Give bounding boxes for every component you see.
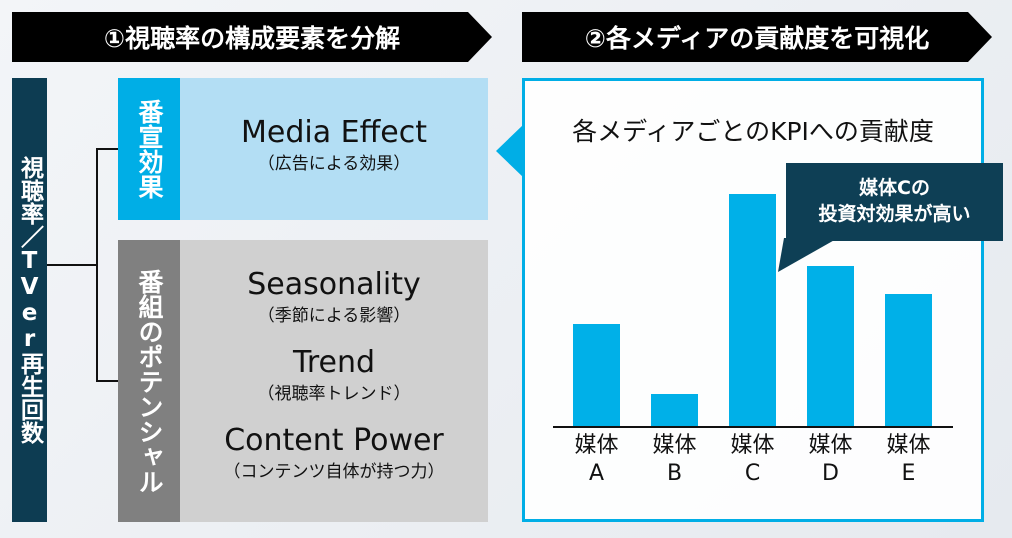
x-tick-line: 媒体 — [574, 433, 619, 458]
x-tick-line: A — [588, 460, 605, 486]
bar-0 — [573, 323, 620, 426]
x-tick-label: 媒体 B — [645, 432, 705, 487]
bar-3 — [807, 265, 854, 426]
bar-4 — [885, 293, 932, 426]
potential-item: Seasonality （季節による影響） — [180, 268, 488, 334]
item-title: Seasonality — [247, 267, 421, 302]
left-section-banner: ①視聴率の構成要素を分解 — [12, 12, 492, 62]
potential-side-text: 番組のポテンシャル — [135, 268, 164, 494]
right-section-banner: ②各メディアの貢献度を可視化 — [522, 12, 992, 62]
connector — [47, 264, 97, 266]
potential-side-label: 番組のポテンシャル — [118, 240, 180, 522]
callout-annotation: 媒体Cの 投資対効果が高い — [786, 163, 1003, 241]
potential-item: Content Power （コンテンツ自体が持つ力） — [180, 424, 488, 490]
chart-title: 各メディアごとのKPIへの貢献度 — [572, 117, 934, 146]
media-side-text: 番宣効果 — [135, 99, 164, 199]
right-banner-text: ②各メディアの貢献度を可視化 — [584, 24, 930, 53]
x-tick-line: 媒体 — [808, 433, 853, 458]
potential-box: 番組のポテンシャル Seasonality （季節による影響） Trend （視聴率… — [118, 240, 488, 522]
x-tick-line: 媒体 — [886, 433, 931, 458]
media-effect-box: 番宣効果 Media Effect （広告による効果） — [118, 78, 488, 220]
x-tick-label: 媒体 D — [801, 432, 861, 487]
bar-2 — [729, 194, 776, 426]
left-banner-text: ①視聴率の構成要素を分解 — [103, 24, 401, 53]
media-subtitle: （広告による効果） — [257, 154, 411, 174]
item-title: Trend — [292, 345, 376, 380]
potential-item: Trend （視聴率トレンド） — [180, 346, 488, 412]
media-content: Media Effect （広告による効果） — [180, 78, 488, 220]
x-tick-line: 媒体 — [730, 433, 775, 458]
pointer-arrow-icon — [496, 124, 524, 178]
media-title: Media Effect — [241, 115, 427, 150]
callout-line: 媒体Cの — [859, 177, 930, 200]
root-label-column: 視聴率／TVer再生回数 — [12, 78, 47, 522]
x-tick-label: 媒体 E — [879, 432, 939, 487]
connector — [96, 380, 118, 382]
x-tick-line: B — [666, 460, 683, 486]
bar-1 — [651, 393, 698, 426]
item-subtitle: （コンテンツ自体が持つ力） — [223, 462, 445, 482]
item-title: Content Power — [224, 423, 444, 458]
x-tick-line: D — [822, 460, 839, 486]
x-tick-line: E — [901, 460, 916, 486]
chart-baseline — [553, 426, 953, 428]
x-tick-line: 媒体 — [652, 433, 697, 458]
x-tick-label: 媒体 C — [723, 432, 783, 487]
connector — [96, 148, 98, 382]
callout-line: 投資対効果が高い — [818, 203, 971, 225]
item-subtitle: （視聴率トレンド） — [257, 384, 411, 404]
connector — [96, 148, 118, 150]
media-side-label: 番宣効果 — [118, 78, 180, 220]
x-tick-label: 媒体 A — [567, 432, 627, 487]
x-tick-line: C — [744, 460, 761, 486]
root-label: 視聴率／TVer再生回数 — [16, 156, 43, 444]
item-subtitle: （季節による影響） — [257, 306, 411, 326]
